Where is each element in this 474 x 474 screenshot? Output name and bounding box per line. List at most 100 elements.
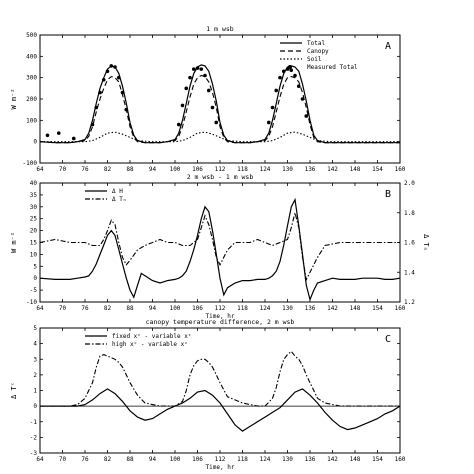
panel-title: canopy temperature difference, 2 m wsb	[146, 318, 295, 326]
data-point	[184, 86, 189, 91]
x-tick-label: 136	[305, 456, 316, 463]
x-tick-label: 88	[126, 456, 134, 463]
legend-entry: Soil	[307, 56, 322, 63]
data-point	[270, 105, 275, 110]
data-point	[101, 78, 106, 82]
data-point	[113, 65, 117, 69]
x-tick-label: 70	[59, 166, 67, 173]
data-point	[289, 68, 294, 72]
plot-frame	[39, 34, 401, 164]
data-point	[214, 120, 219, 125]
x-tick-label: 106	[192, 456, 203, 463]
y2-axis-label: Δ Tₙ	[422, 234, 430, 251]
y-tick-label: 300	[26, 75, 37, 82]
legend-entry: high xᶜ - variable xᶜ	[112, 341, 188, 348]
x-tick-label: 148	[350, 305, 361, 312]
y-tick-label: 0	[33, 275, 37, 282]
y-tick-label: -3	[30, 450, 38, 457]
x-tick-label: 106	[192, 305, 203, 312]
x-tick-label: 94	[149, 305, 157, 312]
y-tick-label: 2	[33, 372, 37, 379]
y-tick-label: 20	[30, 228, 38, 235]
series-line	[40, 388, 401, 432]
x-tick-label: 76	[81, 305, 89, 312]
panel-title: 1 m wsb	[206, 25, 233, 33]
x-tick-label: 160	[395, 456, 406, 463]
x-tick-label: 100	[170, 456, 181, 463]
x-tick-label: 130	[282, 456, 293, 463]
x-tick-label: 112	[215, 456, 226, 463]
x-tick-label: 112	[215, 305, 226, 312]
data-point	[195, 66, 200, 70]
y-tick-label: -100	[23, 160, 38, 167]
data-point	[278, 75, 282, 80]
data-point	[210, 105, 215, 110]
legend-entry: Δ H	[112, 188, 123, 195]
x-tick-label: 64	[36, 305, 44, 312]
x-tick-label: 154	[372, 456, 383, 463]
data-point	[304, 114, 309, 118]
data-point	[281, 69, 286, 74]
data-point	[116, 75, 121, 80]
data-point	[176, 122, 181, 127]
y-tick-label: 1	[33, 388, 37, 395]
x-tick-label: 142	[327, 305, 338, 312]
data-point	[94, 105, 99, 110]
data-point	[293, 73, 297, 78]
x-tick-label: 136	[305, 305, 316, 312]
x-tick-label: 136	[305, 166, 316, 173]
x-tick-label: 82	[104, 456, 112, 463]
x-tick-label: 142	[327, 166, 338, 173]
y-tick-label: -5	[30, 287, 38, 294]
series-line	[40, 131, 400, 143]
series-line	[39, 197, 401, 302]
x-tick-label: 154	[372, 305, 383, 312]
x-tick-label: 106	[192, 166, 203, 173]
x-tick-label: 76	[81, 166, 89, 173]
x-tick-label: 100	[170, 166, 181, 173]
data-point	[188, 75, 192, 80]
y-tick-label: 0	[33, 139, 37, 146]
x-axis-label: Time, hr	[206, 464, 235, 471]
y-tick-label: 25	[30, 216, 38, 223]
x-tick-label: 118	[237, 166, 248, 173]
series-line	[39, 64, 400, 144]
legend-marker	[288, 65, 292, 69]
x-tick-label: 88	[126, 305, 134, 312]
data-point	[199, 67, 204, 71]
y-tick-label: 0	[33, 403, 37, 410]
y-axis-label: W m⁻²	[10, 232, 18, 253]
y-axis-label: W m⁻²	[10, 88, 18, 109]
series-line	[39, 212, 400, 282]
x-tick-label: 124	[260, 305, 271, 312]
y2-tick-label: 1.4	[404, 269, 415, 276]
x-tick-label: 130	[282, 166, 293, 173]
data-point	[124, 107, 129, 112]
data-point	[120, 90, 125, 95]
x-tick-label: 94	[149, 456, 157, 463]
panel-label: C	[385, 334, 391, 345]
y-tick-label: -1	[30, 419, 38, 426]
series-line	[39, 74, 400, 144]
x-tick-label: 100	[170, 305, 181, 312]
y-tick-label: 200	[26, 96, 37, 103]
y2-tick-label: 1.8	[404, 210, 415, 217]
data-point	[206, 88, 211, 93]
x-tick-label: 70	[59, 456, 67, 463]
legend-entry: Measured Total	[307, 64, 358, 71]
data-point	[191, 67, 196, 71]
legend-entry: Total	[307, 40, 325, 47]
y-tick-label: 400	[26, 53, 37, 60]
x-tick-label: 112	[215, 166, 226, 173]
data-point	[296, 84, 301, 88]
data-point	[90, 122, 95, 127]
data-point	[180, 103, 185, 108]
x-tick-label: 118	[237, 456, 248, 463]
y-tick-label: 35	[30, 192, 38, 199]
x-tick-label: 142	[327, 456, 338, 463]
panel-label: B	[385, 189, 391, 200]
x-tick-label: 70	[59, 305, 67, 312]
y-tick-label: -10	[26, 299, 37, 306]
x-tick-label: 76	[81, 456, 89, 463]
